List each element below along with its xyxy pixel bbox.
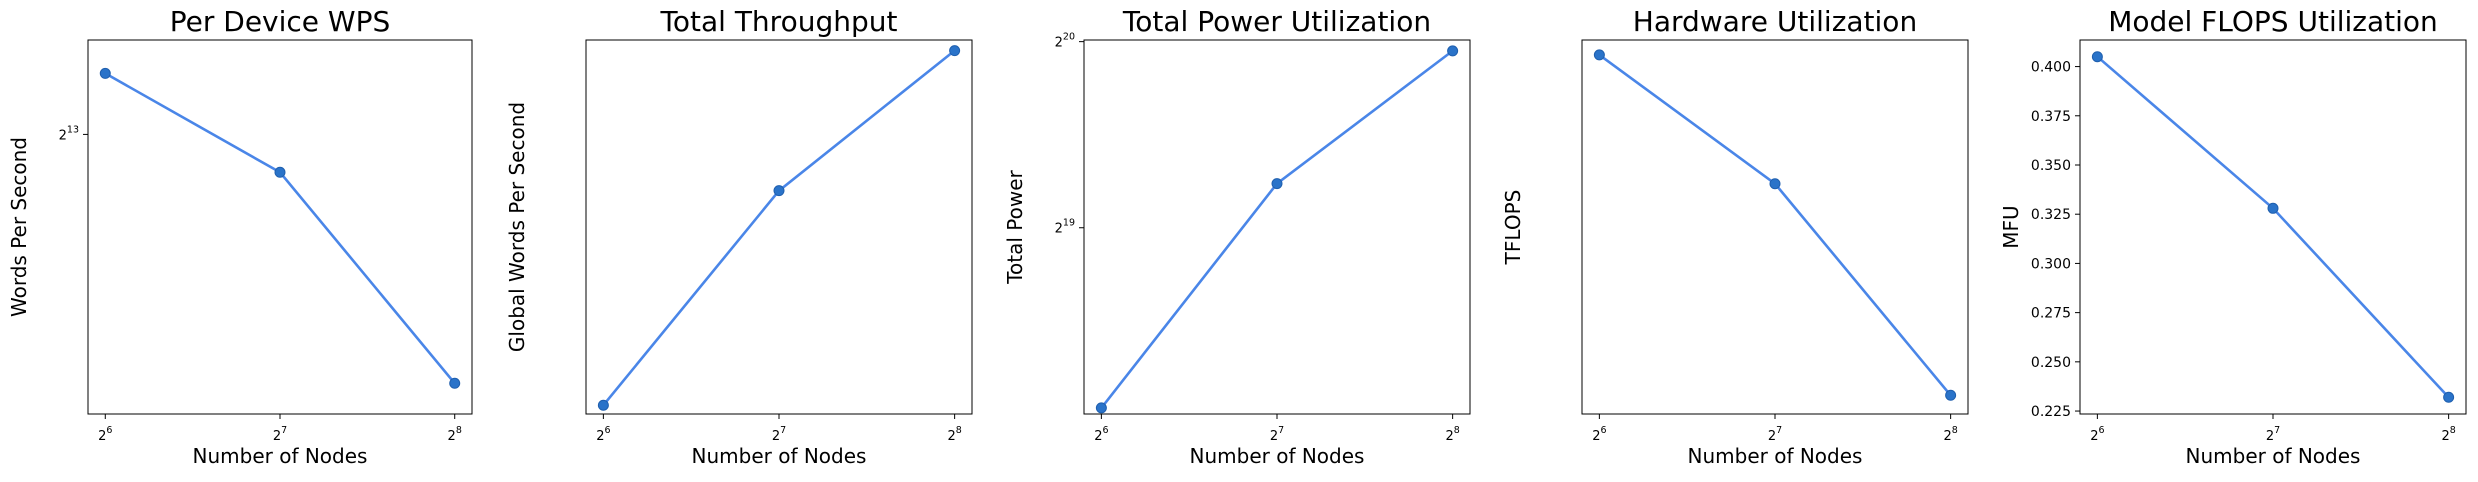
data-point bbox=[597, 399, 609, 411]
x-tick-label: 26 bbox=[1094, 425, 1108, 444]
chart-title: Model FLOPS Utilization bbox=[2108, 5, 2438, 38]
x-tick-label: 27 bbox=[273, 425, 287, 444]
x-tick-label: 28 bbox=[947, 425, 961, 444]
x-tick-label: 26 bbox=[596, 425, 610, 444]
data-point bbox=[449, 377, 461, 389]
y-tick-label: 0.325 bbox=[2031, 207, 2071, 223]
data-point bbox=[949, 45, 961, 57]
y-tick-label: 0.375 bbox=[2031, 109, 2071, 125]
series-line bbox=[104, 72, 456, 385]
data-point bbox=[1945, 389, 1957, 401]
series-line bbox=[1100, 49, 1454, 409]
x-tick-label: 26 bbox=[2090, 425, 2104, 444]
data-point bbox=[773, 185, 785, 197]
x-axis-label: Number of Nodes bbox=[1688, 444, 1863, 468]
chart-title: Hardware Utilization bbox=[1633, 5, 1917, 38]
data-point bbox=[1593, 49, 1605, 61]
x-tick-label: 28 bbox=[448, 425, 462, 444]
chart-panel-5: Model FLOPS Utilization 26 27 28 0.225 0.250 0… bbox=[1999, 5, 2467, 468]
y-axis-label: TFLOPS bbox=[1501, 190, 1525, 266]
y-tick-label: 0.250 bbox=[2031, 355, 2071, 371]
data-point bbox=[1769, 178, 1781, 190]
chart-title: Total Throughput bbox=[660, 5, 898, 38]
data-point bbox=[2091, 51, 2103, 63]
x-tick-label: 27 bbox=[1768, 425, 1782, 444]
y-tick-label: 219 bbox=[1055, 218, 1075, 237]
y-tick-label: 0.225 bbox=[2031, 404, 2071, 420]
chart-title: Per Device WPS bbox=[170, 5, 391, 38]
x-tick-label: 27 bbox=[1270, 425, 1284, 444]
plot-frame bbox=[2079, 39, 2467, 415]
data-point bbox=[1095, 402, 1107, 414]
series-line bbox=[602, 49, 956, 407]
data-point bbox=[274, 166, 286, 178]
y-axis-label: Global Words Per Second bbox=[505, 102, 529, 352]
y-tick-label: 0.400 bbox=[2031, 60, 2071, 76]
y-axis-label: Total Power bbox=[1003, 169, 1027, 284]
x-tick-label: 28 bbox=[2441, 425, 2455, 444]
x-axis-label: Number of Nodes bbox=[193, 444, 368, 468]
y-tick-label: 0.300 bbox=[2031, 256, 2071, 272]
x-tick-label: 26 bbox=[1592, 425, 1606, 444]
chart-title: Total Power Utilization bbox=[1122, 5, 1431, 38]
y-tick-label: 220 bbox=[1055, 32, 1075, 51]
chart-panel-1: Per Device WPS 26 27 28 213 Number of Nodes Wo… bbox=[7, 5, 473, 468]
series-line bbox=[2096, 55, 2450, 399]
y-axis-label: MFU bbox=[1999, 205, 2023, 248]
data-point bbox=[2443, 391, 2455, 403]
chart-panel-3: Total Power Utilization 26 27 28 219 220 Numbe… bbox=[1003, 5, 1471, 468]
chart-panel-4: Hardware Utilization 26 27 28 Number of Node… bbox=[1501, 5, 1969, 468]
chart-panel-2: Total Throughput262728223Number of Nodes… bbox=[505, 5, 973, 468]
series-line bbox=[1598, 53, 1952, 397]
data-point bbox=[99, 67, 111, 79]
x-axis-label: Number of Nodes bbox=[692, 444, 867, 468]
y-tick-label: 0.275 bbox=[2031, 306, 2071, 322]
plot-frame bbox=[585, 39, 973, 415]
x-axis-label: Number of Nodes bbox=[2186, 444, 2361, 468]
plot-frame bbox=[1581, 39, 1969, 415]
x-tick-label: 26 bbox=[98, 425, 112, 444]
y-tick-label: 213 bbox=[59, 124, 79, 143]
x-tick-label: 27 bbox=[2266, 425, 2280, 444]
x-tick-label: 28 bbox=[1943, 425, 1957, 444]
data-point bbox=[2267, 202, 2279, 214]
data-point bbox=[1447, 45, 1459, 57]
y-tick-label: 0.350 bbox=[2031, 158, 2071, 174]
data-point bbox=[1271, 178, 1283, 190]
y-axis-label: Words Per Second bbox=[7, 137, 31, 317]
x-tick-label: 27 bbox=[772, 425, 786, 444]
x-tick-label: 28 bbox=[1445, 425, 1459, 444]
x-axis-label: Number of Nodes bbox=[1190, 444, 1365, 468]
